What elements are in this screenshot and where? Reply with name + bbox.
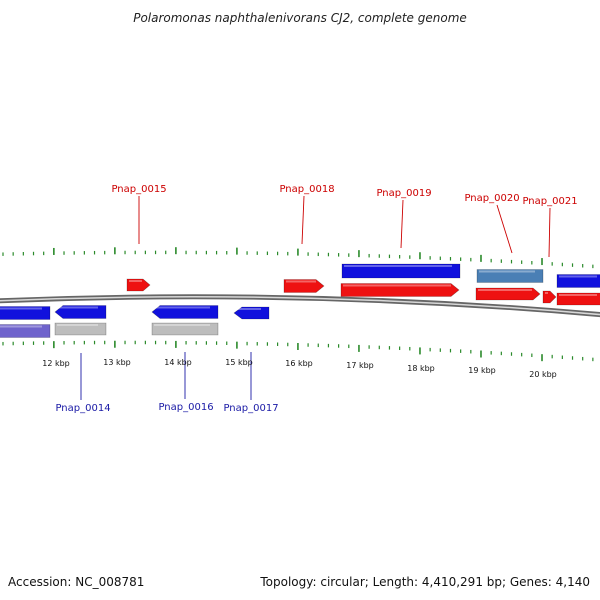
scale-label-17kbp: 17 kbp	[346, 361, 374, 370]
scale-label-14kbp: 14 kbp	[164, 358, 192, 367]
gene-pnap-0021-highlight	[545, 292, 548, 294]
gene-label-pnap-0020[interactable]: Pnap_0020	[464, 193, 519, 204]
gene-label-pnap-0019[interactable]: Pnap_0019	[376, 188, 431, 199]
gene-pnap-0016	[151, 305, 219, 319]
lower-tick-track	[2, 340, 594, 362]
gene-reverse-edge-left	[0, 306, 51, 320]
gene-features	[0, 263, 600, 338]
gene-grey-12kbp-highlight	[57, 324, 98, 326]
gene-pnap-0019	[340, 283, 460, 297]
gene-pnap-0019-highlight	[343, 284, 451, 287]
gene-grey-12kbp	[54, 322, 107, 336]
gene-pnap-0021	[542, 290, 557, 304]
gene-pnap-0015-highlight	[129, 280, 142, 282]
gene-reverse-18kbp	[341, 263, 461, 279]
gene-reverse-18kbp-highlight	[344, 265, 452, 267]
upper-tick-track	[2, 247, 594, 269]
scale-label-15kbp: 15 kbp	[225, 358, 253, 367]
scale-label-13kbp: 13 kbp	[103, 358, 131, 367]
gene-forward-20kbp	[475, 287, 541, 301]
gene-grey-14kbp	[151, 322, 219, 336]
gene-lavender-left	[0, 324, 51, 338]
gene-pnap-0018	[283, 279, 325, 293]
gene-grey-14kbp-highlight	[154, 324, 210, 326]
genome-backbone-highlight	[0, 296, 600, 316]
gene-pnap-0016-highlight	[154, 306, 210, 309]
gene-label-pnap-0015[interactable]: Pnap_0015	[111, 184, 166, 195]
accession-text: Accession: NC_008781	[8, 575, 144, 589]
scale-label-12kbp: 12 kbp	[42, 359, 70, 368]
map-title: Polaromonas naphthalenivorans CJ2, compl…	[133, 11, 467, 25]
gene-pnap-0020	[476, 269, 544, 283]
gene-label-pnap-0017[interactable]: Pnap_0017	[223, 403, 278, 414]
gene-reverse-edge-highlight	[559, 275, 597, 278]
gene-label-pnap-0021[interactable]: Pnap_0021	[522, 196, 577, 207]
callout-forward-4	[548, 207, 551, 258]
gene-lavender-left-highlight	[0, 325, 42, 328]
callout-forward-1	[301, 195, 305, 245]
gene-reverse-edge	[556, 274, 600, 288]
gene-pnap-0014	[54, 305, 107, 319]
scale-label-20kbp: 20 kbp	[529, 370, 557, 379]
scale-label-16kbp: 16 kbp	[285, 359, 313, 368]
gene-pnap-0015	[126, 278, 151, 292]
gene-forward-edge	[556, 292, 600, 306]
callout-forward-3	[496, 204, 513, 254]
scale-label-18kbp: 18 kbp	[407, 364, 435, 373]
gene-pnap-0020-highlight	[479, 270, 535, 273]
gene-label-pnap-0016[interactable]: Pnap_0016	[158, 402, 213, 413]
gene-pnap-0017	[233, 306, 270, 320]
gene-label-pnap-0018[interactable]: Pnap_0018	[279, 184, 334, 195]
genome-summary-text: Topology: circular; Length: 4,410,291 bp…	[259, 575, 590, 589]
gene-label-pnap-0014[interactable]: Pnap_0014	[55, 403, 110, 414]
gene-pnap-0014-highlight	[57, 306, 98, 309]
gene-pnap-0018-highlight	[286, 280, 316, 283]
scale-label-19kbp: 19 kbp	[468, 366, 496, 375]
gene-forward-edge-highlight	[559, 294, 597, 296]
gene-pnap-0017-highlight	[236, 308, 261, 310]
callout-forward-2	[400, 199, 404, 249]
gene-reverse-edge-left-highlight	[0, 307, 42, 310]
gene-forward-20kbp-highlight	[478, 289, 532, 291]
callout-lines	[80, 195, 551, 400]
